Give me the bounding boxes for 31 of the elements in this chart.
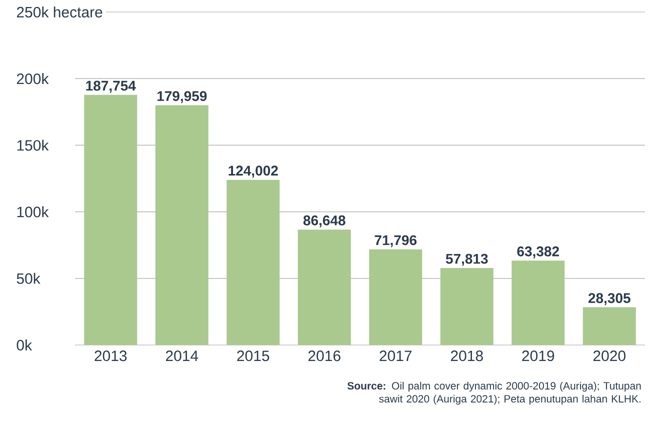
x-tick-label: 2017	[380, 350, 412, 362]
x-tick-label: 2013	[94, 350, 127, 362]
y-tick-label: 200k	[16, 73, 49, 84]
data-label: 124,002	[228, 166, 278, 178]
bar	[226, 180, 280, 345]
y-tick-label: 50k	[16, 272, 40, 284]
text: Source: Oil palm cover dynamic 2000-2019 (Auriga); Tutupan sawit 2020 (Auriga 2021); Peta penutupan lahan KLHK.	[347, 382, 641, 405]
y-tick-label: 250k hectare	[16, 6, 102, 18]
data-label: 86,648	[303, 215, 346, 228]
bar	[155, 105, 208, 345]
bar	[440, 268, 494, 345]
x-tick-label: 2015	[237, 350, 270, 362]
bar	[512, 260, 565, 345]
x-tick-label: 2018	[450, 350, 483, 362]
x-tick-label: 2020	[593, 350, 626, 362]
y-tick-label: 100k	[17, 206, 49, 218]
data-label: 179,959	[157, 91, 207, 104]
x-tick-label: 2016	[308, 350, 340, 362]
y-tick-label: 150k	[17, 140, 49, 151]
bar	[84, 94, 138, 345]
x-tick-label: 2014	[166, 350, 198, 362]
data-label: 187,754	[86, 80, 136, 93]
y-tick-label: 0k	[16, 339, 32, 351]
bar	[369, 249, 422, 345]
bar	[298, 230, 351, 345]
bar	[582, 307, 636, 345]
x-tick-label: 2019	[522, 350, 554, 362]
data-label: 28,305	[588, 293, 630, 306]
data-label: 71,796	[374, 235, 417, 248]
data-label: 57,813	[446, 254, 488, 266]
data-label: 63,382	[517, 246, 559, 258]
